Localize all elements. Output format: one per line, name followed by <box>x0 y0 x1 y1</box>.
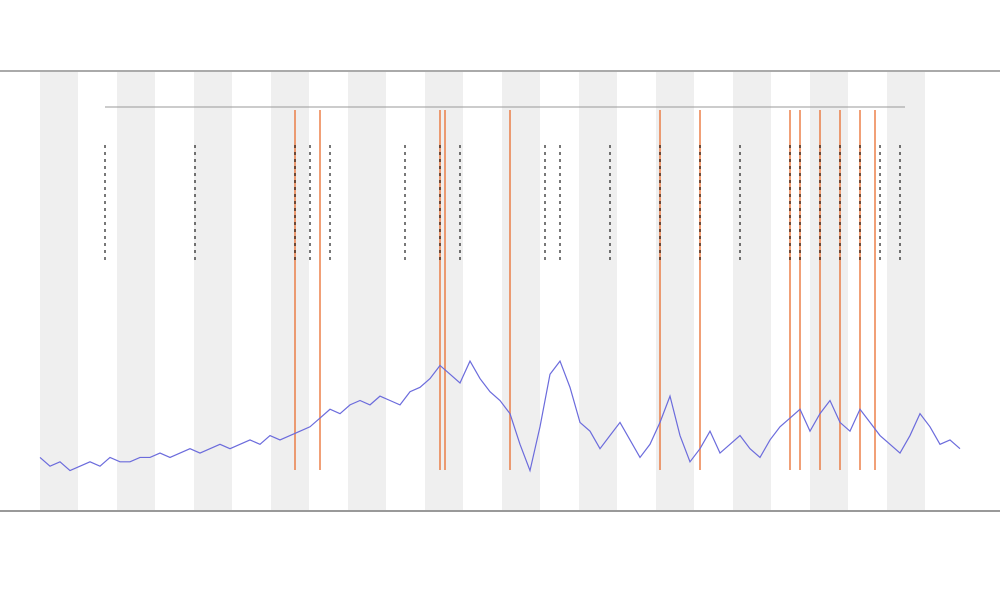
series-line <box>39 359 961 473</box>
bands <box>40 72 925 510</box>
